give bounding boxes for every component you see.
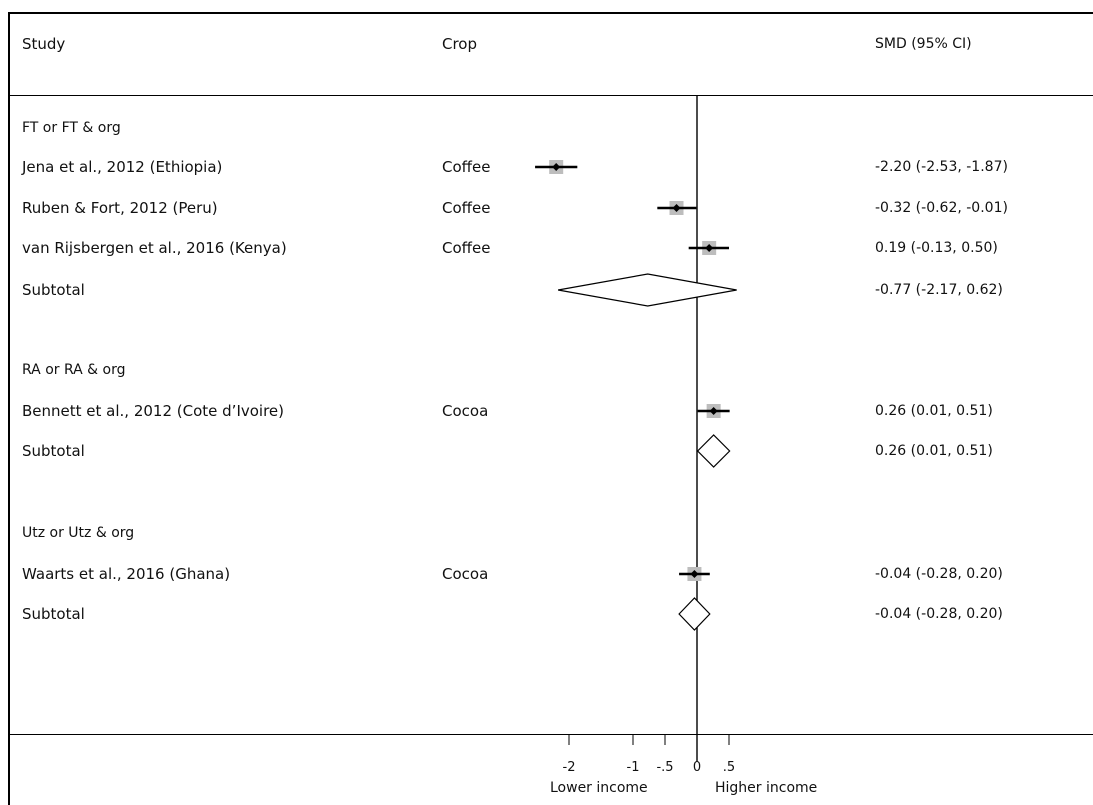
study-label: Waarts et al., 2016 (Ghana)	[22, 565, 231, 583]
study-label: van Rijsbergen et al., 2016 (Kenya)	[22, 239, 287, 257]
group-label: Utz or Utz & org	[22, 525, 135, 541]
smd-ci-text: -0.04 (-0.28, 0.20)	[875, 566, 1003, 582]
crop-label: Coffee	[442, 158, 491, 176]
subtotal-diamond	[678, 597, 711, 631]
point-estimate	[690, 570, 699, 578]
smd-ci-text: -0.77 (-2.17, 0.62)	[875, 282, 1003, 298]
header-divider	[8, 95, 1093, 96]
x-axis-tick-label: .5	[722, 760, 736, 775]
subtotal-diamond	[558, 273, 737, 307]
x-axis-caption-higher: Higher income	[715, 780, 818, 796]
axis-baseline	[8, 734, 1093, 735]
crop-label: Coffee	[442, 239, 491, 257]
smd-ci-text: -2.20 (-2.53, -1.87)	[875, 159, 1008, 175]
x-axis-tick-label: -2	[562, 760, 576, 775]
header-study: Study	[22, 35, 66, 53]
subtotal-diamond	[696, 434, 731, 468]
x-axis-tick-label: -1	[626, 760, 640, 775]
point-estimate	[709, 407, 718, 415]
point-estimate	[672, 204, 681, 212]
smd-ci-text: -0.32 (-0.62, -0.01)	[875, 200, 1008, 216]
crop-label: Coffee	[442, 199, 491, 217]
study-label: Ruben & Fort, 2012 (Peru)	[22, 199, 218, 217]
subtotal-label: Subtotal	[22, 442, 85, 460]
group-label: FT or FT & org	[22, 120, 121, 136]
frame-left-border	[8, 12, 10, 805]
point-estimate	[705, 244, 714, 252]
point-estimate	[552, 163, 561, 171]
study-label: Bennett et al., 2012 (Cote d’Ivoire)	[22, 402, 285, 420]
study-label: Jena et al., 2012 (Ethiopia)	[22, 158, 223, 176]
smd-ci-text: -0.04 (-0.28, 0.20)	[875, 606, 1003, 622]
x-axis-caption-lower: Lower income	[550, 780, 648, 796]
x-axis-tick-label: -.5	[656, 760, 674, 775]
header-crop: Crop	[442, 35, 478, 53]
x-axis-tick-label: 0	[692, 760, 702, 775]
smd-ci-text: 0.19 (-0.13, 0.50)	[875, 240, 998, 256]
crop-label: Cocoa	[442, 565, 489, 583]
frame-top-border	[8, 12, 1093, 14]
smd-ci-text: 0.26 (0.01, 0.51)	[875, 403, 993, 419]
header-smd: SMD (95% CI)	[875, 36, 972, 52]
crop-label: Cocoa	[442, 402, 489, 420]
subtotal-label: Subtotal	[22, 281, 85, 299]
smd-ci-text: 0.26 (0.01, 0.51)	[875, 443, 993, 459]
subtotal-label: Subtotal	[22, 605, 85, 623]
group-label: RA or RA & org	[22, 362, 126, 378]
